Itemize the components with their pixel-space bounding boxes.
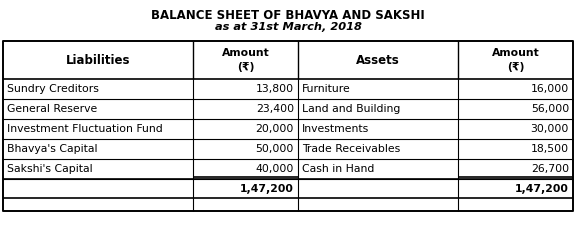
Text: as at 31st March, 2018: as at 31st March, 2018 (215, 22, 361, 32)
Text: Furniture: Furniture (302, 84, 351, 94)
Text: 56,000: 56,000 (530, 104, 569, 114)
Text: 50,000: 50,000 (256, 144, 294, 154)
Text: Liabilities: Liabilities (66, 54, 130, 67)
Text: Sakshi's Capital: Sakshi's Capital (7, 164, 93, 174)
Text: General Reserve: General Reserve (7, 104, 97, 114)
Text: 1,47,200: 1,47,200 (515, 183, 569, 194)
Text: 30,000: 30,000 (530, 124, 569, 134)
Text: 26,700: 26,700 (531, 164, 569, 174)
Text: Amount
(₹): Amount (₹) (222, 48, 270, 72)
Text: 40,000: 40,000 (256, 164, 294, 174)
Text: 18,500: 18,500 (531, 144, 569, 154)
Text: Trade Receivables: Trade Receivables (302, 144, 400, 154)
Text: Investment Fluctuation Fund: Investment Fluctuation Fund (7, 124, 163, 134)
Text: 23,400: 23,400 (256, 104, 294, 114)
Text: Investments: Investments (302, 124, 369, 134)
Text: Cash in Hand: Cash in Hand (302, 164, 374, 174)
Text: 20,000: 20,000 (256, 124, 294, 134)
Text: BALANCE SHEET OF BHAVYA AND SAKSHI: BALANCE SHEET OF BHAVYA AND SAKSHI (151, 9, 425, 22)
Text: 13,800: 13,800 (256, 84, 294, 94)
Text: Assets: Assets (356, 54, 400, 67)
Text: 1,47,200: 1,47,200 (240, 183, 294, 194)
Bar (3, 41, 573, 211)
Text: Land and Building: Land and Building (302, 104, 400, 114)
Text: 16,000: 16,000 (530, 84, 569, 94)
Text: Amount
(₹): Amount (₹) (492, 48, 539, 72)
Text: Sundry Creditors: Sundry Creditors (7, 84, 99, 94)
Text: Bhavya's Capital: Bhavya's Capital (7, 144, 97, 154)
